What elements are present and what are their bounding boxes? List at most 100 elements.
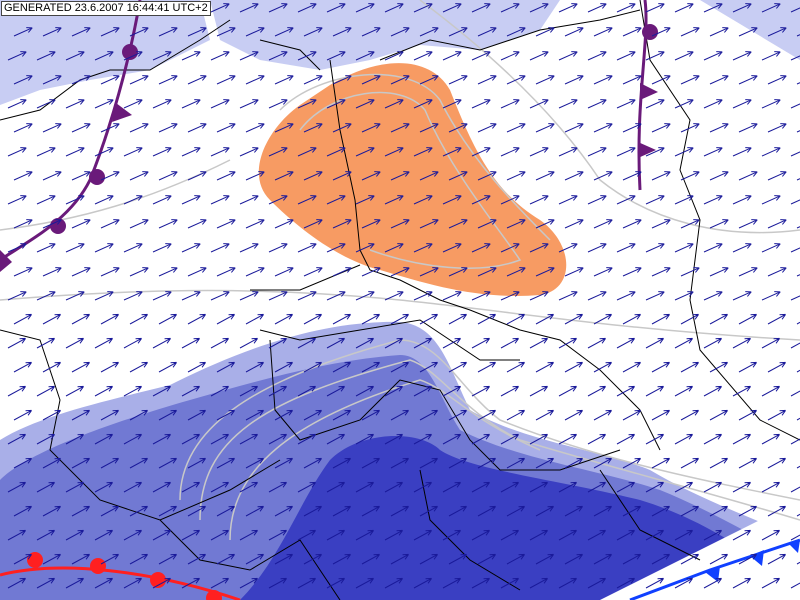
- wind-arrow: [361, 553, 380, 565]
- front-symbol: [90, 558, 106, 574]
- wind-arrow: [210, 291, 230, 301]
- wind-arrow: [651, 409, 670, 421]
- wind-arrow: [790, 295, 800, 301]
- wind-arrow: [703, 291, 723, 301]
- wind-arrow: [767, 267, 787, 277]
- wind-arrow: [761, 99, 781, 109]
- wind-arrow: [239, 385, 258, 397]
- wind-arrow: [332, 267, 352, 277]
- wind-arrow: [390, 171, 410, 181]
- wind-arrow: [7, 481, 26, 493]
- wind-arrow: [303, 123, 323, 133]
- wind-arrow: [564, 219, 584, 229]
- wind-arrow: [471, 481, 490, 493]
- wind-arrow: [129, 27, 149, 37]
- wind-arrow: [13, 457, 32, 469]
- wind-arrow: [506, 409, 525, 421]
- wind-arrow: [558, 577, 577, 589]
- wind-arrow: [506, 123, 526, 133]
- wind-arrow: [239, 433, 258, 445]
- wind-arrow: [158, 171, 178, 181]
- wind-arrow: [100, 409, 119, 421]
- front-symbol: [150, 572, 166, 588]
- wind-arrow: [471, 147, 491, 157]
- wind-arrow: [645, 147, 665, 157]
- wind-arrow: [500, 195, 520, 205]
- wind-arrow: [587, 337, 606, 349]
- wind-arrow: [448, 75, 468, 85]
- wind-arrow: [477, 505, 496, 517]
- wind-arrow: [65, 291, 85, 301]
- wind-arrow: [361, 75, 381, 85]
- wind-arrow: [245, 27, 265, 37]
- wind-arrow: [680, 27, 700, 37]
- wind-arrow: [442, 529, 461, 541]
- wind-arrow: [709, 457, 728, 469]
- wind-arrow: [210, 577, 229, 589]
- front-symbol: [89, 169, 105, 185]
- wind-arrow: [158, 505, 177, 517]
- wind-arrow: [355, 291, 375, 301]
- wind-arrow: [680, 219, 700, 229]
- wind-arrow: [152, 433, 171, 445]
- wind-arrow: [477, 267, 497, 277]
- wind-arrow: [732, 385, 751, 397]
- wind-arrow: [593, 457, 612, 469]
- wind-arrow: [152, 337, 171, 349]
- wind-arrow: [355, 337, 374, 349]
- wind-arrow: [129, 409, 148, 421]
- wind-arrow: [709, 219, 729, 229]
- wind-arrow: [13, 123, 33, 133]
- wind-arrow: [413, 337, 432, 349]
- wind-arrow: [442, 3, 462, 13]
- wind-arrow: [210, 195, 230, 205]
- wind-arrow: [506, 75, 526, 85]
- wind-arrow: [216, 27, 236, 37]
- wind-arrow: [71, 505, 90, 517]
- wind-arrow: [297, 3, 317, 13]
- wind-arrow: [419, 409, 438, 421]
- wind-arrow: [709, 313, 728, 325]
- wind-arrow: [303, 219, 323, 229]
- wind-arrow: [477, 27, 497, 37]
- wind-arrow: [123, 481, 142, 493]
- wind-arrow: [645, 3, 665, 13]
- wind-arrow: [767, 505, 786, 517]
- wind-arrow: [216, 457, 235, 469]
- wind-arrow: [181, 385, 200, 397]
- wind-arrow: [187, 219, 207, 229]
- wind-arrow: [216, 219, 236, 229]
- wind-arrow: [384, 243, 404, 253]
- wind-arrow: [7, 529, 26, 541]
- wind-arrow: [732, 291, 752, 301]
- wind-arrow: [181, 99, 201, 109]
- wind-arrow: [529, 147, 549, 157]
- wind-arrow: [326, 529, 345, 541]
- wind-arrow: [7, 195, 27, 205]
- wind-arrow: [535, 123, 555, 133]
- wind-arrow: [100, 505, 119, 517]
- wind-arrow: [680, 123, 700, 133]
- wind-arrow: [529, 243, 549, 253]
- wind-arrow: [65, 577, 84, 589]
- wind-arrow: [181, 195, 201, 205]
- wind-arrow: [355, 433, 374, 445]
- wind-arrow: [442, 385, 461, 397]
- wind-arrow: [65, 99, 85, 109]
- wind-arrow: [622, 27, 642, 37]
- wind-arrow: [477, 123, 497, 133]
- wind-arrow: [361, 123, 381, 133]
- wind-arrow: [674, 481, 693, 493]
- wind-arrow: [767, 123, 787, 133]
- wind-arrow: [674, 433, 693, 445]
- wind-arrow: [42, 313, 61, 325]
- wind-arrow: [94, 99, 114, 109]
- occluded-front: [637, 0, 648, 191]
- wind-arrow: [535, 505, 554, 517]
- wind-arrow: [326, 3, 346, 13]
- wind-arrow: [181, 51, 201, 61]
- wind-arrow: [738, 123, 758, 133]
- border: [419, 469, 701, 591]
- wind-arrow: [181, 481, 200, 493]
- wind-arrow: [529, 433, 548, 445]
